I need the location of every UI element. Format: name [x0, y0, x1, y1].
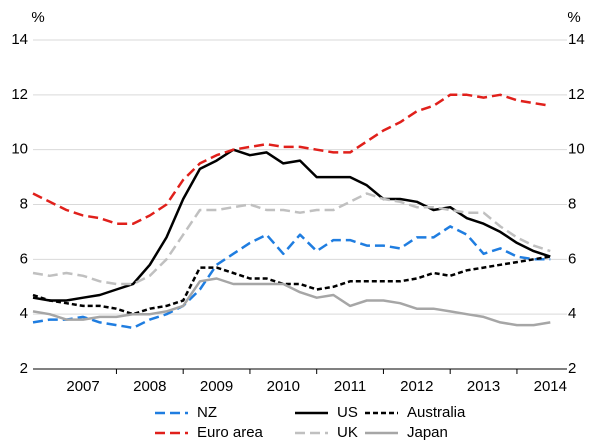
x-tick-label: 2014: [534, 378, 567, 395]
y2-tick-label: 10: [568, 141, 585, 158]
series-line: [32, 148, 551, 302]
y2-tick-label: 8: [568, 195, 576, 212]
y2-unit: %: [567, 9, 580, 26]
y2-tick-label: 4: [568, 305, 576, 322]
x-tick-label: 2008: [133, 378, 166, 395]
y-tick-label: 10: [11, 141, 28, 158]
legend-label: US: [337, 404, 358, 421]
y-tick-label: 2: [20, 360, 28, 377]
y-tick-label: 12: [11, 86, 28, 103]
x-tick-label: 2012: [400, 378, 433, 395]
series-line: [32, 225, 551, 330]
y-unit: %: [31, 9, 44, 26]
legend-label: Japan: [407, 424, 448, 441]
y-tick-label: 6: [20, 250, 28, 267]
legend-label: Euro area: [197, 424, 264, 441]
y-tick-label: 8: [20, 195, 28, 212]
y2-tick-label: 14: [568, 31, 585, 48]
y2-tick-label: 12: [568, 86, 585, 103]
legend-label: NZ: [197, 404, 217, 421]
y-tick-label: 4: [20, 305, 28, 322]
x-tick-label: 2007: [66, 378, 99, 395]
y2-tick-label: 6: [568, 250, 576, 267]
x-tick-label: 2010: [267, 378, 300, 395]
y-tick-label: 14: [11, 31, 28, 48]
x-tick-label: 2013: [467, 378, 500, 395]
series-line: [32, 255, 551, 316]
legend-label: UK: [337, 424, 358, 441]
legend-label: Australia: [407, 404, 466, 421]
x-tick-label: 2009: [200, 378, 233, 395]
series-line: [32, 192, 551, 286]
series-line: [32, 93, 551, 225]
y2-tick-label: 2: [568, 360, 576, 377]
x-tick-label: 2011: [334, 378, 366, 395]
series-line: [32, 277, 551, 327]
